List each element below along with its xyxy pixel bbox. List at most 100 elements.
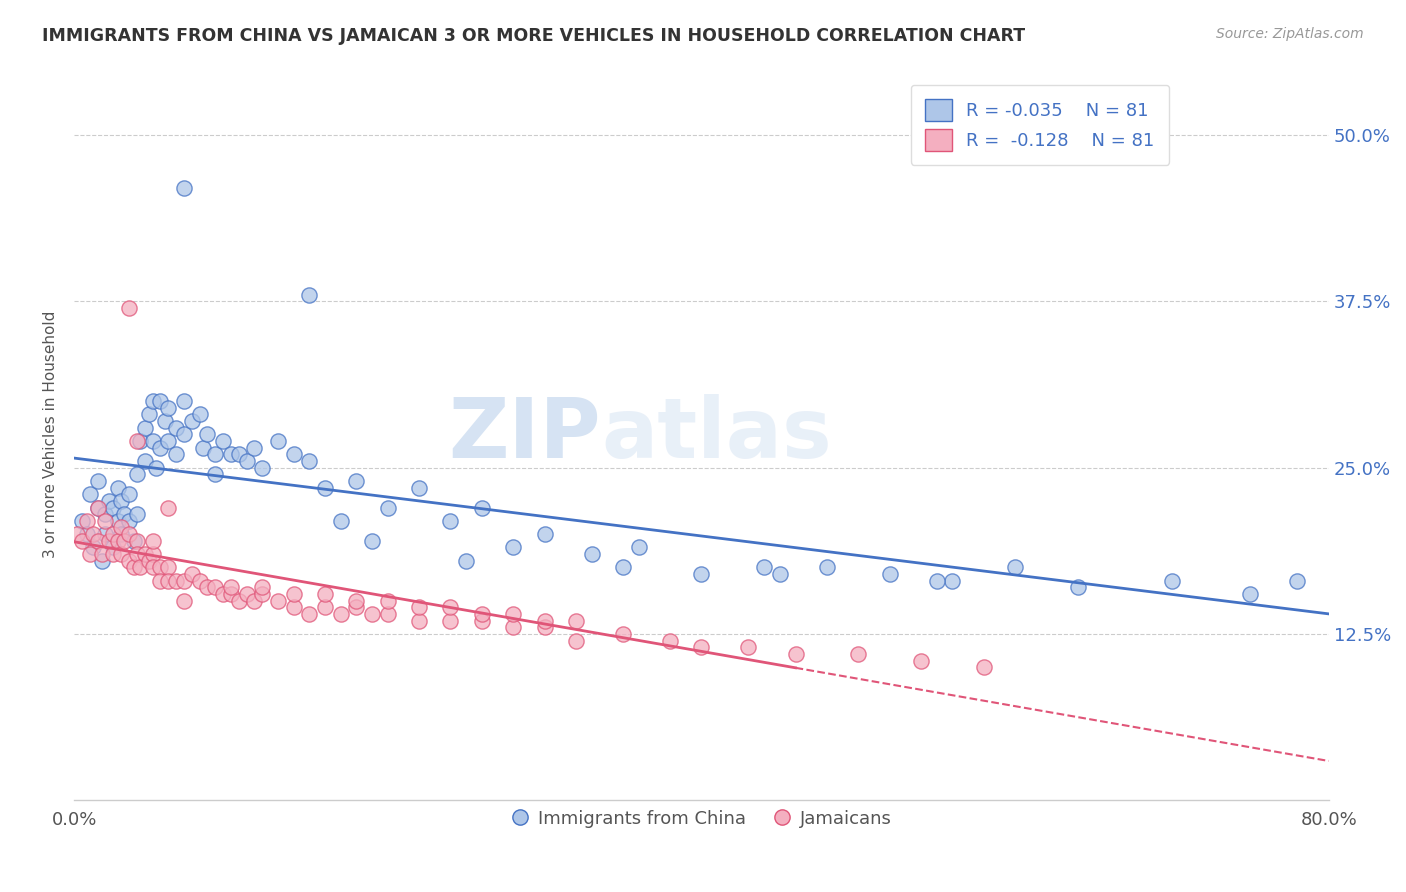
Point bbox=[134, 421, 156, 435]
Point bbox=[149, 574, 172, 588]
Point bbox=[879, 567, 901, 582]
Point bbox=[204, 447, 226, 461]
Point bbox=[141, 533, 163, 548]
Point bbox=[82, 527, 104, 541]
Point bbox=[533, 620, 555, 634]
Point bbox=[1286, 574, 1309, 588]
Point bbox=[581, 547, 603, 561]
Point bbox=[659, 633, 682, 648]
Point bbox=[502, 620, 524, 634]
Point bbox=[173, 181, 195, 195]
Point bbox=[118, 301, 141, 315]
Point bbox=[79, 487, 101, 501]
Point bbox=[502, 607, 524, 621]
Point bbox=[66, 527, 89, 541]
Point bbox=[173, 574, 195, 588]
Point bbox=[173, 427, 195, 442]
Point bbox=[204, 467, 226, 482]
Point bbox=[125, 547, 148, 561]
Point bbox=[298, 287, 321, 301]
Point bbox=[86, 474, 108, 488]
Point bbox=[180, 414, 202, 428]
Point bbox=[153, 414, 176, 428]
Y-axis label: 3 or more Vehicles in Household: 3 or more Vehicles in Household bbox=[44, 310, 58, 558]
Point bbox=[361, 607, 384, 621]
Point bbox=[97, 494, 120, 508]
Point bbox=[314, 587, 336, 601]
Point bbox=[298, 607, 321, 621]
Point bbox=[235, 587, 257, 601]
Point bbox=[408, 600, 430, 615]
Point bbox=[219, 587, 242, 601]
Point bbox=[191, 441, 214, 455]
Point bbox=[70, 514, 93, 528]
Point bbox=[112, 507, 135, 521]
Point bbox=[197, 580, 219, 594]
Point bbox=[377, 500, 399, 515]
Point bbox=[243, 593, 266, 607]
Point bbox=[110, 547, 132, 561]
Point bbox=[1004, 560, 1026, 574]
Point bbox=[846, 647, 869, 661]
Point bbox=[329, 514, 352, 528]
Point bbox=[502, 541, 524, 555]
Point bbox=[314, 481, 336, 495]
Point bbox=[408, 481, 430, 495]
Point bbox=[314, 600, 336, 615]
Point bbox=[107, 533, 129, 548]
Text: IMMIGRANTS FROM CHINA VS JAMAICAN 3 OR MORE VEHICLES IN HOUSEHOLD CORRELATION CH: IMMIGRANTS FROM CHINA VS JAMAICAN 3 OR M… bbox=[42, 27, 1025, 45]
Point bbox=[377, 593, 399, 607]
Point bbox=[1067, 580, 1090, 594]
Point bbox=[173, 593, 195, 607]
Point bbox=[134, 547, 156, 561]
Point bbox=[565, 614, 588, 628]
Point bbox=[103, 541, 125, 555]
Point bbox=[94, 507, 117, 521]
Point bbox=[456, 554, 478, 568]
Point bbox=[212, 587, 235, 601]
Text: Source: ZipAtlas.com: Source: ZipAtlas.com bbox=[1216, 27, 1364, 41]
Point bbox=[149, 441, 172, 455]
Point bbox=[219, 580, 242, 594]
Point bbox=[86, 500, 108, 515]
Point bbox=[973, 660, 995, 674]
Point bbox=[125, 533, 148, 548]
Point bbox=[112, 533, 135, 548]
Point bbox=[157, 560, 180, 574]
Point bbox=[283, 587, 305, 601]
Point bbox=[118, 527, 141, 541]
Point bbox=[110, 494, 132, 508]
Point bbox=[165, 574, 187, 588]
Point bbox=[785, 647, 807, 661]
Point bbox=[1161, 574, 1184, 588]
Point bbox=[252, 587, 274, 601]
Point bbox=[125, 507, 148, 521]
Point bbox=[91, 547, 114, 561]
Point bbox=[79, 547, 101, 561]
Point bbox=[235, 454, 257, 468]
Point bbox=[298, 454, 321, 468]
Point bbox=[141, 547, 163, 561]
Point bbox=[612, 627, 634, 641]
Point bbox=[439, 514, 461, 528]
Point bbox=[690, 567, 713, 582]
Point bbox=[157, 434, 180, 448]
Legend: Immigrants from China, Jamaicans: Immigrants from China, Jamaicans bbox=[503, 803, 900, 835]
Point bbox=[141, 560, 163, 574]
Point bbox=[565, 633, 588, 648]
Point bbox=[118, 514, 141, 528]
Point bbox=[1239, 587, 1261, 601]
Point bbox=[219, 447, 242, 461]
Point bbox=[690, 640, 713, 655]
Point bbox=[165, 421, 187, 435]
Point bbox=[228, 447, 250, 461]
Point bbox=[141, 434, 163, 448]
Point bbox=[107, 481, 129, 495]
Point bbox=[439, 614, 461, 628]
Point bbox=[612, 560, 634, 574]
Point bbox=[122, 533, 145, 548]
Point bbox=[76, 514, 98, 528]
Point bbox=[94, 527, 117, 541]
Point bbox=[180, 567, 202, 582]
Point bbox=[815, 560, 838, 574]
